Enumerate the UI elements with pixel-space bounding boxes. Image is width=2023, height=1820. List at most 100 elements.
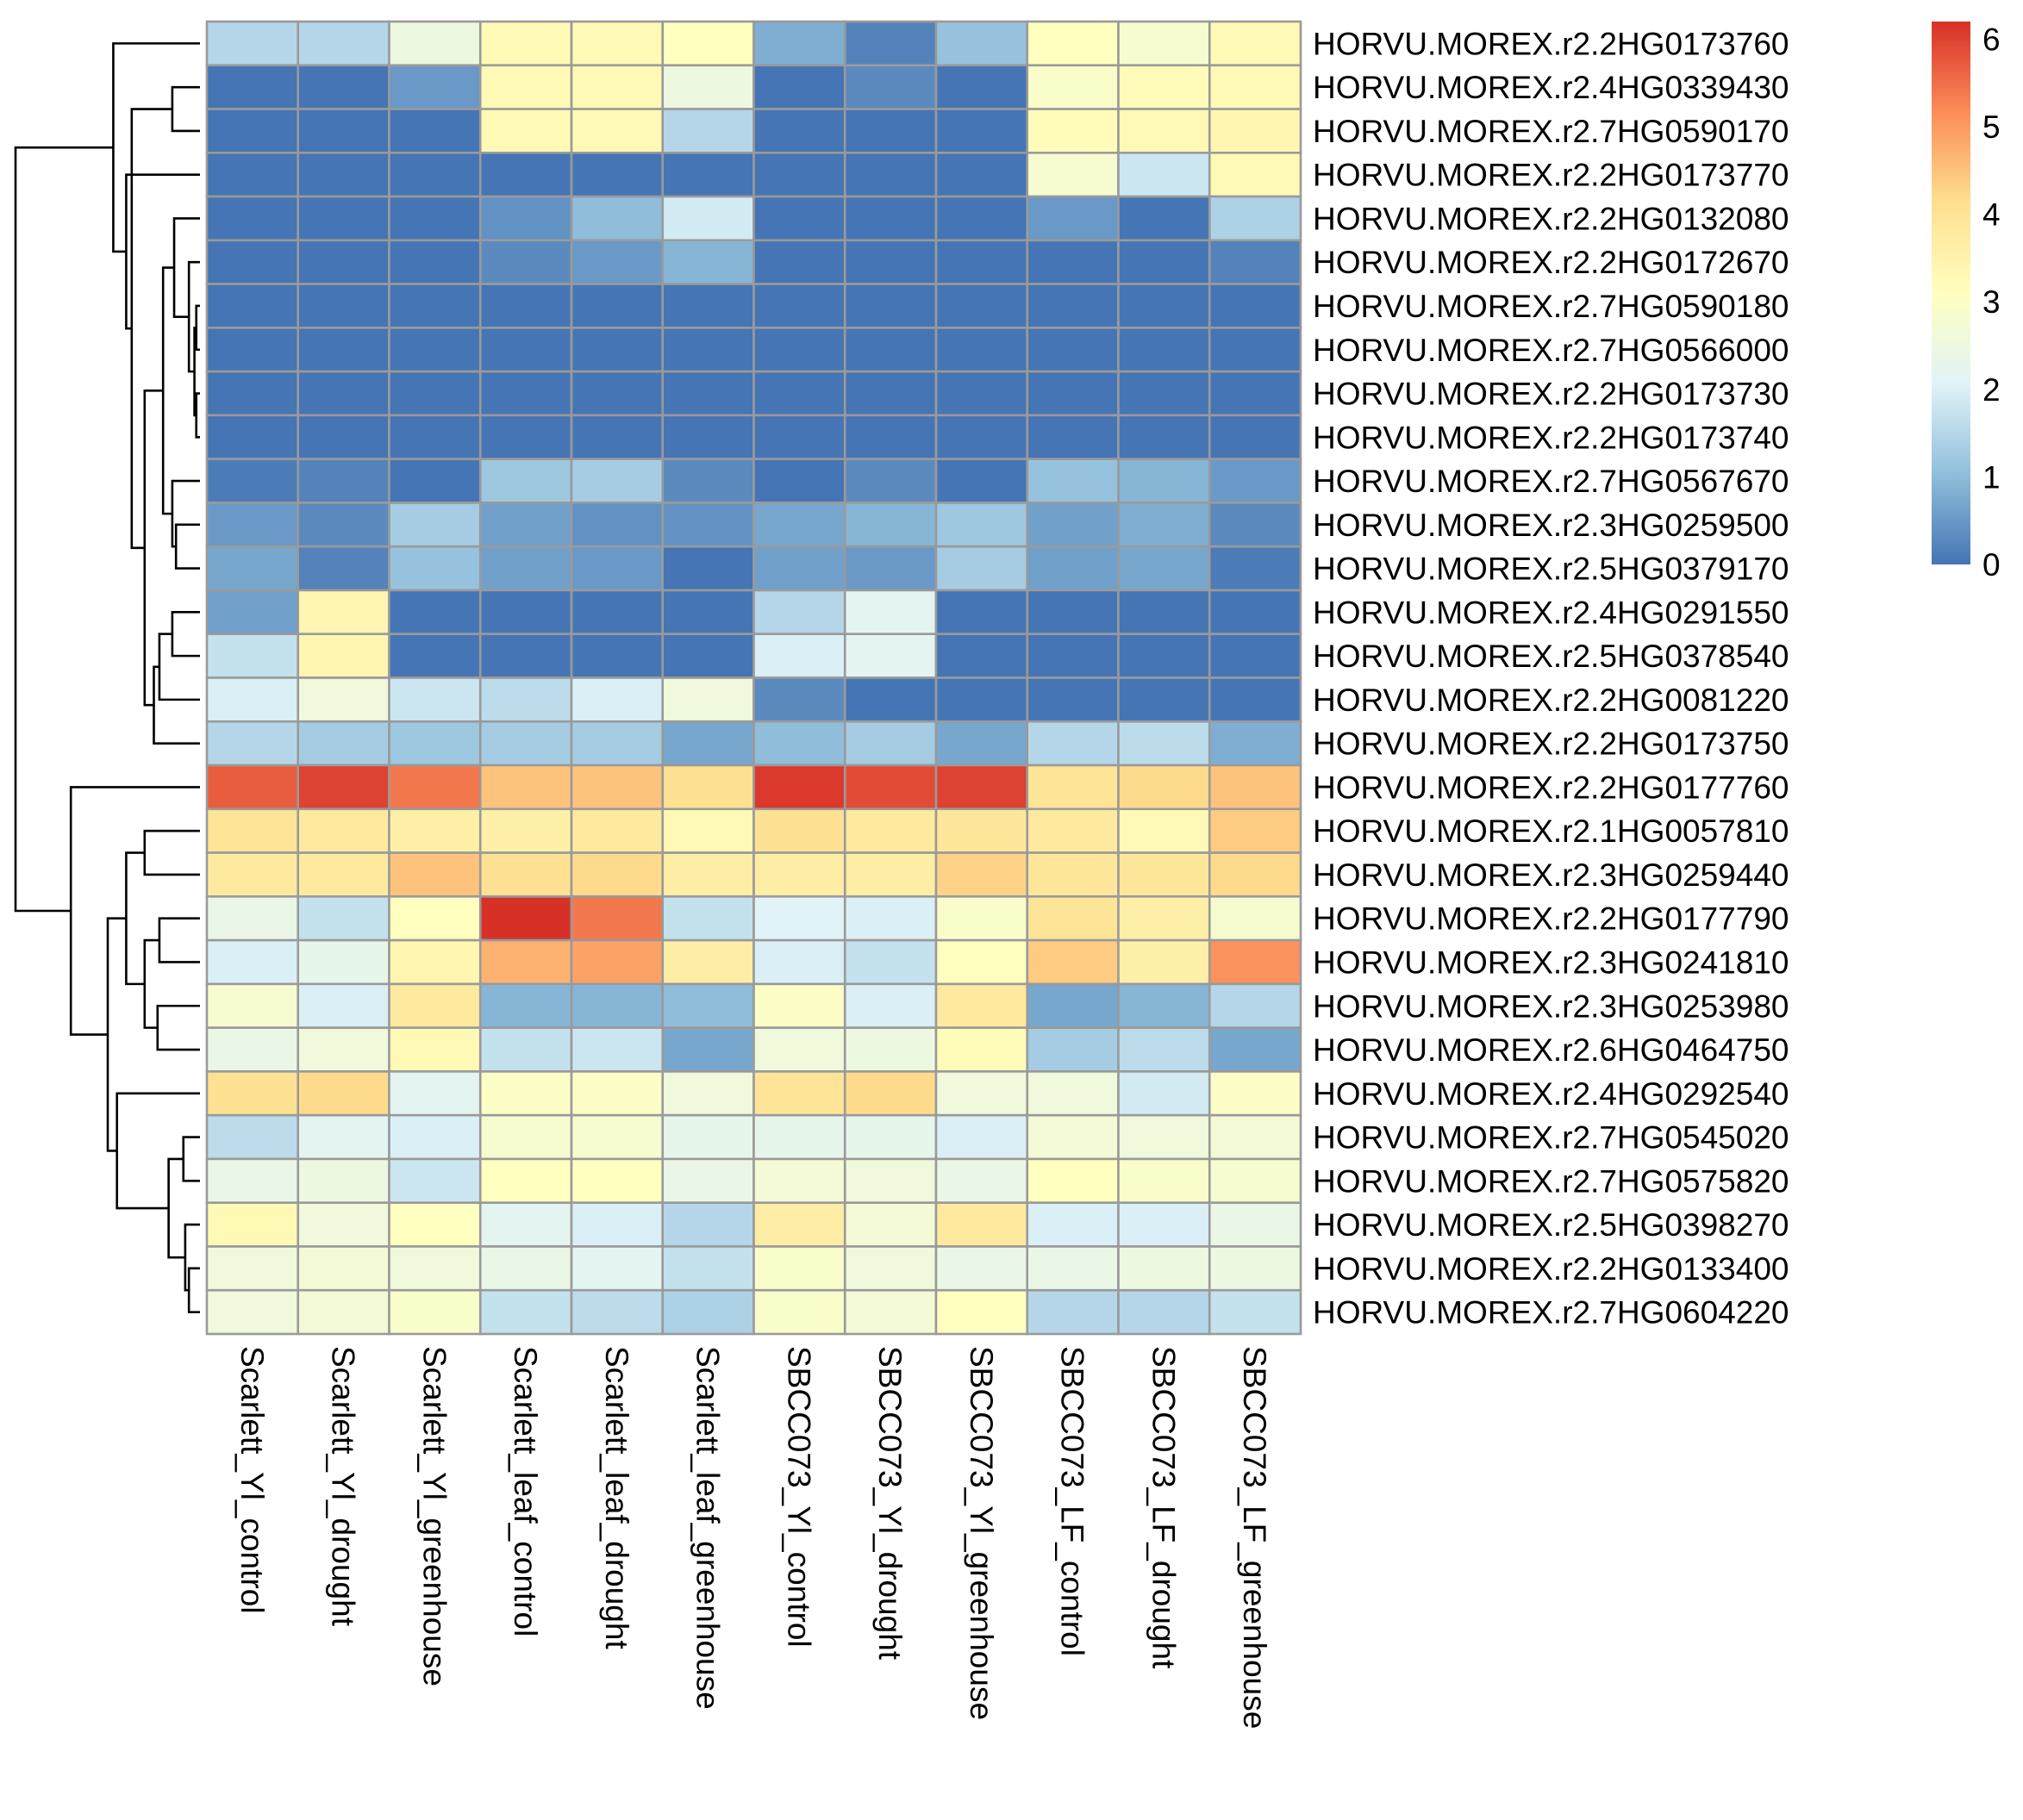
heatmap-cell xyxy=(661,458,755,504)
heatmap-cell xyxy=(297,195,390,242)
heatmap-cell xyxy=(570,195,665,242)
heatmap-cell xyxy=(1026,502,1120,548)
column-label: SBCC073_Yl_greenhouse xyxy=(964,1346,999,1720)
dendrogram-branch xyxy=(153,665,200,745)
heatmap-cell xyxy=(934,720,1029,767)
heatmap-cell xyxy=(570,633,665,679)
heatmap-cell xyxy=(1208,458,1302,504)
row-label: HORVU.MOREX.r2.2HG0177790 xyxy=(1313,901,1789,937)
heatmap-cell xyxy=(661,20,755,67)
row-label: HORVU.MOREX.r2.3HG0253980 xyxy=(1313,988,1789,1024)
heatmap-cell xyxy=(1208,720,1302,767)
legend-tick-label: 1 xyxy=(1982,459,2001,495)
heatmap-cell xyxy=(478,1288,573,1336)
heatmap-cell xyxy=(205,851,300,898)
heatmap-cell xyxy=(297,458,390,504)
heatmap-cell xyxy=(570,545,665,592)
heatmap-cell xyxy=(1026,458,1120,504)
heatmap-cell xyxy=(1026,720,1120,767)
heatmap-cell xyxy=(1117,195,1211,242)
heatmap-cell xyxy=(1026,1113,1120,1161)
heatmap-cell xyxy=(843,152,938,198)
heatmap-cell xyxy=(1117,633,1211,679)
row-label: HORVU.MOREX.r2.4HG0291550 xyxy=(1313,595,1789,630)
heatmap-cell xyxy=(205,1288,300,1336)
heatmap-cell xyxy=(478,807,573,854)
row-label: HORVU.MOREX.r2.2HG0173770 xyxy=(1313,158,1789,193)
heatmap-cell xyxy=(297,327,390,373)
heatmap-cell xyxy=(934,327,1029,373)
dendrogram-branch xyxy=(14,146,114,913)
row-label: HORVU.MOREX.r2.3HG0259500 xyxy=(1313,508,1789,543)
heatmap-cell xyxy=(1117,1245,1211,1292)
heatmap-cell xyxy=(297,152,390,198)
heatmap-cell xyxy=(478,720,573,767)
heatmap-cell xyxy=(388,458,482,504)
heatmap-cell xyxy=(661,982,755,1029)
heatmap-cell xyxy=(478,1026,573,1073)
heatmap-cell xyxy=(205,1026,300,1073)
heatmap-cell xyxy=(297,502,390,548)
row-label: HORVU.MOREX.r2.2HG0172670 xyxy=(1313,245,1789,280)
heatmap-cell xyxy=(1117,152,1211,198)
row-label: HORVU.MOREX.r2.6HG0464750 xyxy=(1313,1032,1789,1068)
heatmap-cell xyxy=(478,64,573,110)
heatmap-cell xyxy=(1026,851,1120,898)
heatmap-cell xyxy=(478,1245,573,1292)
dendrogram-branch xyxy=(174,523,200,570)
heatmap-cell xyxy=(570,764,665,811)
heatmap-cell xyxy=(1208,589,1302,636)
row-label: HORVU.MOREX.r2.5HG0379170 xyxy=(1313,552,1789,587)
heatmap-cell xyxy=(1117,1113,1211,1161)
heatmap-cell xyxy=(661,676,755,723)
heatmap-cell xyxy=(1117,895,1211,942)
heatmap-cell xyxy=(934,982,1029,1029)
heatmap-cell xyxy=(205,414,300,460)
heatmap-cell xyxy=(388,938,482,986)
heatmap-cell xyxy=(388,108,482,154)
heatmap-cell xyxy=(1117,20,1211,67)
heatmap-cell xyxy=(1208,545,1302,592)
heatmap-cell xyxy=(843,676,938,723)
heatmap-cell xyxy=(297,938,390,986)
heatmap-cell xyxy=(388,895,482,942)
legend-color-bar xyxy=(1932,22,1970,564)
dendrogram-branch xyxy=(158,917,200,963)
heatmap-cell xyxy=(205,458,300,504)
heatmap-cell xyxy=(661,327,755,373)
heatmap-cell xyxy=(570,108,665,154)
heatmap-cell xyxy=(478,851,573,898)
heatmap-cell xyxy=(1026,64,1120,110)
heatmap-cell xyxy=(843,938,938,986)
heatmap-cell xyxy=(934,589,1029,636)
row-label: HORVU.MOREX.r2.3HG0241810 xyxy=(1313,944,1789,980)
heatmap-cell xyxy=(205,64,300,110)
heatmap-cell xyxy=(570,283,665,329)
heatmap-cell xyxy=(205,982,300,1029)
heatmap-cell xyxy=(205,1245,300,1292)
heatmap-cell xyxy=(1117,589,1211,636)
heatmap-cell xyxy=(1208,676,1302,723)
heatmap-cell xyxy=(1208,1288,1302,1336)
heatmap-cell xyxy=(388,64,482,110)
heatmap-cell xyxy=(752,895,846,942)
heatmap-cell xyxy=(934,1157,1029,1205)
heatmap-cell xyxy=(1208,1157,1302,1205)
heatmap-cell xyxy=(843,764,938,811)
heatmap-cell xyxy=(1026,589,1120,636)
heatmap-cell xyxy=(478,1201,573,1248)
heatmap-cell xyxy=(1208,851,1302,898)
heatmap-cell xyxy=(752,502,846,548)
row-label: HORVU.MOREX.r2.1HG0057810 xyxy=(1313,813,1789,849)
heatmap-cell xyxy=(205,807,300,854)
heatmap-cell xyxy=(478,1157,573,1205)
heatmap-cell xyxy=(661,851,755,898)
heatmap-cell xyxy=(1208,239,1302,285)
heatmap-cell xyxy=(934,502,1029,548)
heatmap-cell xyxy=(752,239,846,285)
heatmap-cell xyxy=(752,152,846,198)
heatmap-cell xyxy=(1208,152,1302,198)
row-label: HORVU.MOREX.r2.5HG0398270 xyxy=(1313,1207,1789,1243)
heatmap-cell xyxy=(478,589,573,636)
